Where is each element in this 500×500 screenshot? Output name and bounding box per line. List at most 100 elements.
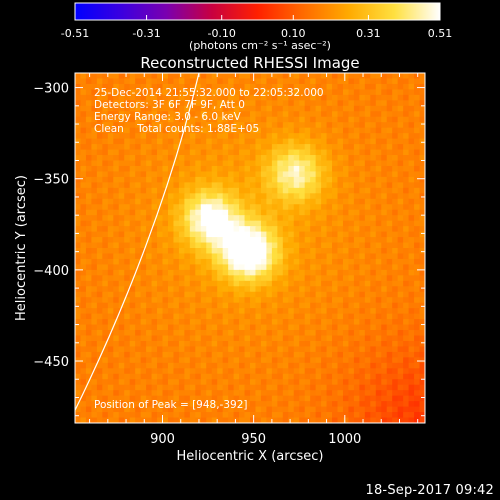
heatmap-pixel [233,248,240,255]
heatmap-pixel [342,412,350,419]
heatmap-pixel [359,302,366,309]
heatmap-pixel [342,395,350,402]
heatmap-pixel [260,362,268,369]
heatmap-pixel [403,401,410,408]
heatmap-pixel [321,209,328,216]
heatmap-pixel [91,368,98,375]
heatmap-pixel [414,297,421,304]
heatmap-pixel [222,204,229,211]
heatmap-pixel [381,155,388,162]
heatmap-pixel [200,335,207,342]
heatmap-pixel [118,395,125,402]
heatmap-pixel [157,340,164,348]
heatmap-pixel [228,242,235,249]
heatmap-pixel [403,220,410,227]
heatmap-pixel [337,253,344,260]
heatmap-pixel [370,286,377,293]
heatmap-pixel [250,313,257,320]
heatmap-pixel [75,269,82,276]
heatmap-pixel [228,319,235,326]
heatmap-pixel [140,242,147,249]
heatmap-pixel [96,138,103,145]
heatmap-pixel [118,253,125,260]
heatmap-pixel [102,105,109,112]
heatmap-pixel [392,220,399,227]
heatmap-pixel [310,412,317,419]
heatmap-pixel [96,269,103,276]
heatmap-pixel [173,231,180,238]
heatmap-pixel [157,111,164,118]
heatmap-pixel [217,384,224,391]
heatmap-pixel [118,176,125,183]
heatmap-pixel [200,412,207,419]
heatmap-pixel [304,105,311,112]
heatmap-pixel [195,149,202,156]
heatmap-pixel [293,313,300,320]
heatmap-pixel [250,144,257,151]
heatmap-pixel [321,253,328,260]
heatmap-pixel [113,83,120,91]
heatmap-pixel [118,373,125,380]
heatmap-pixel [392,193,399,200]
heatmap-pixel [337,220,344,227]
heatmap-pixel [184,155,191,162]
heatmap-pixel [315,171,322,178]
heatmap-pixel [217,390,224,397]
heatmap-pixel [140,313,147,320]
heatmap-pixel [211,127,218,134]
heatmap-pixel [135,111,142,118]
heatmap-pixel [217,220,224,227]
heatmap-pixel [310,248,317,255]
heatmap-pixel [381,384,388,391]
heatmap-pixel [75,286,82,293]
heatmap-pixel [102,264,109,271]
heatmap-pixel [184,78,191,85]
heatmap-pixel [244,319,251,326]
heatmap-pixel [146,209,153,216]
heatmap-pixel [189,182,196,189]
heatmap-pixel [392,144,399,151]
annotation-block: 25-Dec-2014 21:55:32.000 to 22:05:32.000… [94,87,324,411]
heatmap-pixel [195,193,202,200]
heatmap-pixel [353,231,360,238]
heatmap-pixel [299,417,306,423]
heatmap-pixel [146,187,153,194]
heatmap-pixel [266,138,273,145]
heatmap-pixel [195,182,202,189]
heatmap-pixel [244,362,251,369]
heatmap-pixel [91,116,98,123]
heatmap-pixel [91,335,98,342]
heatmap-pixel [392,390,399,397]
heatmap-pixel [113,324,120,331]
heatmap-pixel [370,226,377,233]
heatmap-pixel [102,280,109,287]
heatmap-pixel [277,264,284,271]
heatmap-pixel [386,111,393,118]
heatmap-pixel [271,308,278,315]
heatmap-pixel [266,105,273,112]
heatmap-pixel [277,215,284,222]
heatmap-pixel [206,286,213,293]
heatmap-pixel [304,248,311,255]
heatmap-pixel [239,390,246,397]
heatmap-pixel [381,127,388,134]
heatmap-pixel [403,258,410,266]
heatmap-pixel [250,291,257,298]
heatmap-pixel [135,226,142,233]
heatmap-pixel [403,286,410,293]
heatmap-pixel [118,226,125,233]
heatmap-pixel [239,176,246,183]
heatmap-pixel [282,313,289,320]
heatmap-pixel [118,264,125,271]
heatmap-pixel [260,340,268,348]
heatmap-pixel [124,264,131,271]
heatmap-pixel [315,340,322,348]
heatmap-pixel [113,127,120,134]
heatmap-pixel [364,340,371,348]
heatmap-pixel [353,242,360,249]
heatmap-pixel [113,138,120,145]
heatmap-pixel [392,302,399,309]
heatmap-pixel [107,297,114,304]
heatmap-pixel [135,100,142,107]
heatmap-pixel [326,83,333,91]
